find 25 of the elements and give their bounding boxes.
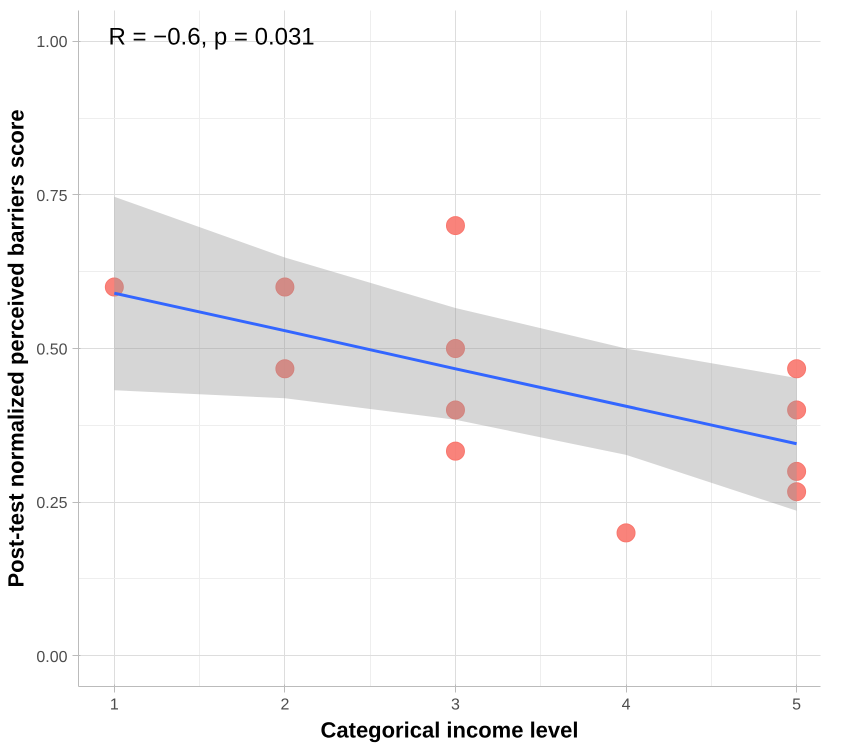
- point: [787, 400, 806, 420]
- x-axis-title: Categorical income level: [320, 718, 578, 742]
- x-tick-label: 3: [451, 696, 460, 714]
- y-tick-label: 0.25: [36, 495, 68, 512]
- point: [446, 339, 465, 358]
- x-tick-label: 4: [622, 696, 631, 714]
- point: [275, 278, 294, 297]
- point: [104, 278, 124, 297]
- point: [787, 462, 806, 481]
- annotation: R = −0.6, p = 0.031: [108, 24, 315, 50]
- x-tick-label: 5: [792, 696, 802, 714]
- y-tick-label: 0.50: [36, 342, 68, 358]
- y-tick-label: 0.75: [36, 188, 68, 205]
- point: [446, 400, 465, 420]
- point: [446, 216, 465, 236]
- point: [446, 442, 465, 461]
- point: [616, 523, 636, 542]
- x-tick-label: 2: [280, 696, 290, 714]
- y-tick-label: 1.00: [36, 34, 68, 52]
- y-tick-label: 0.00: [36, 648, 68, 666]
- point: [787, 359, 806, 378]
- point: [787, 482, 806, 502]
- y-axis-title: Post-test normalized perceived barriers score: [3, 109, 28, 588]
- point: [275, 359, 294, 378]
- x-tick-label: 1: [110, 696, 119, 714]
